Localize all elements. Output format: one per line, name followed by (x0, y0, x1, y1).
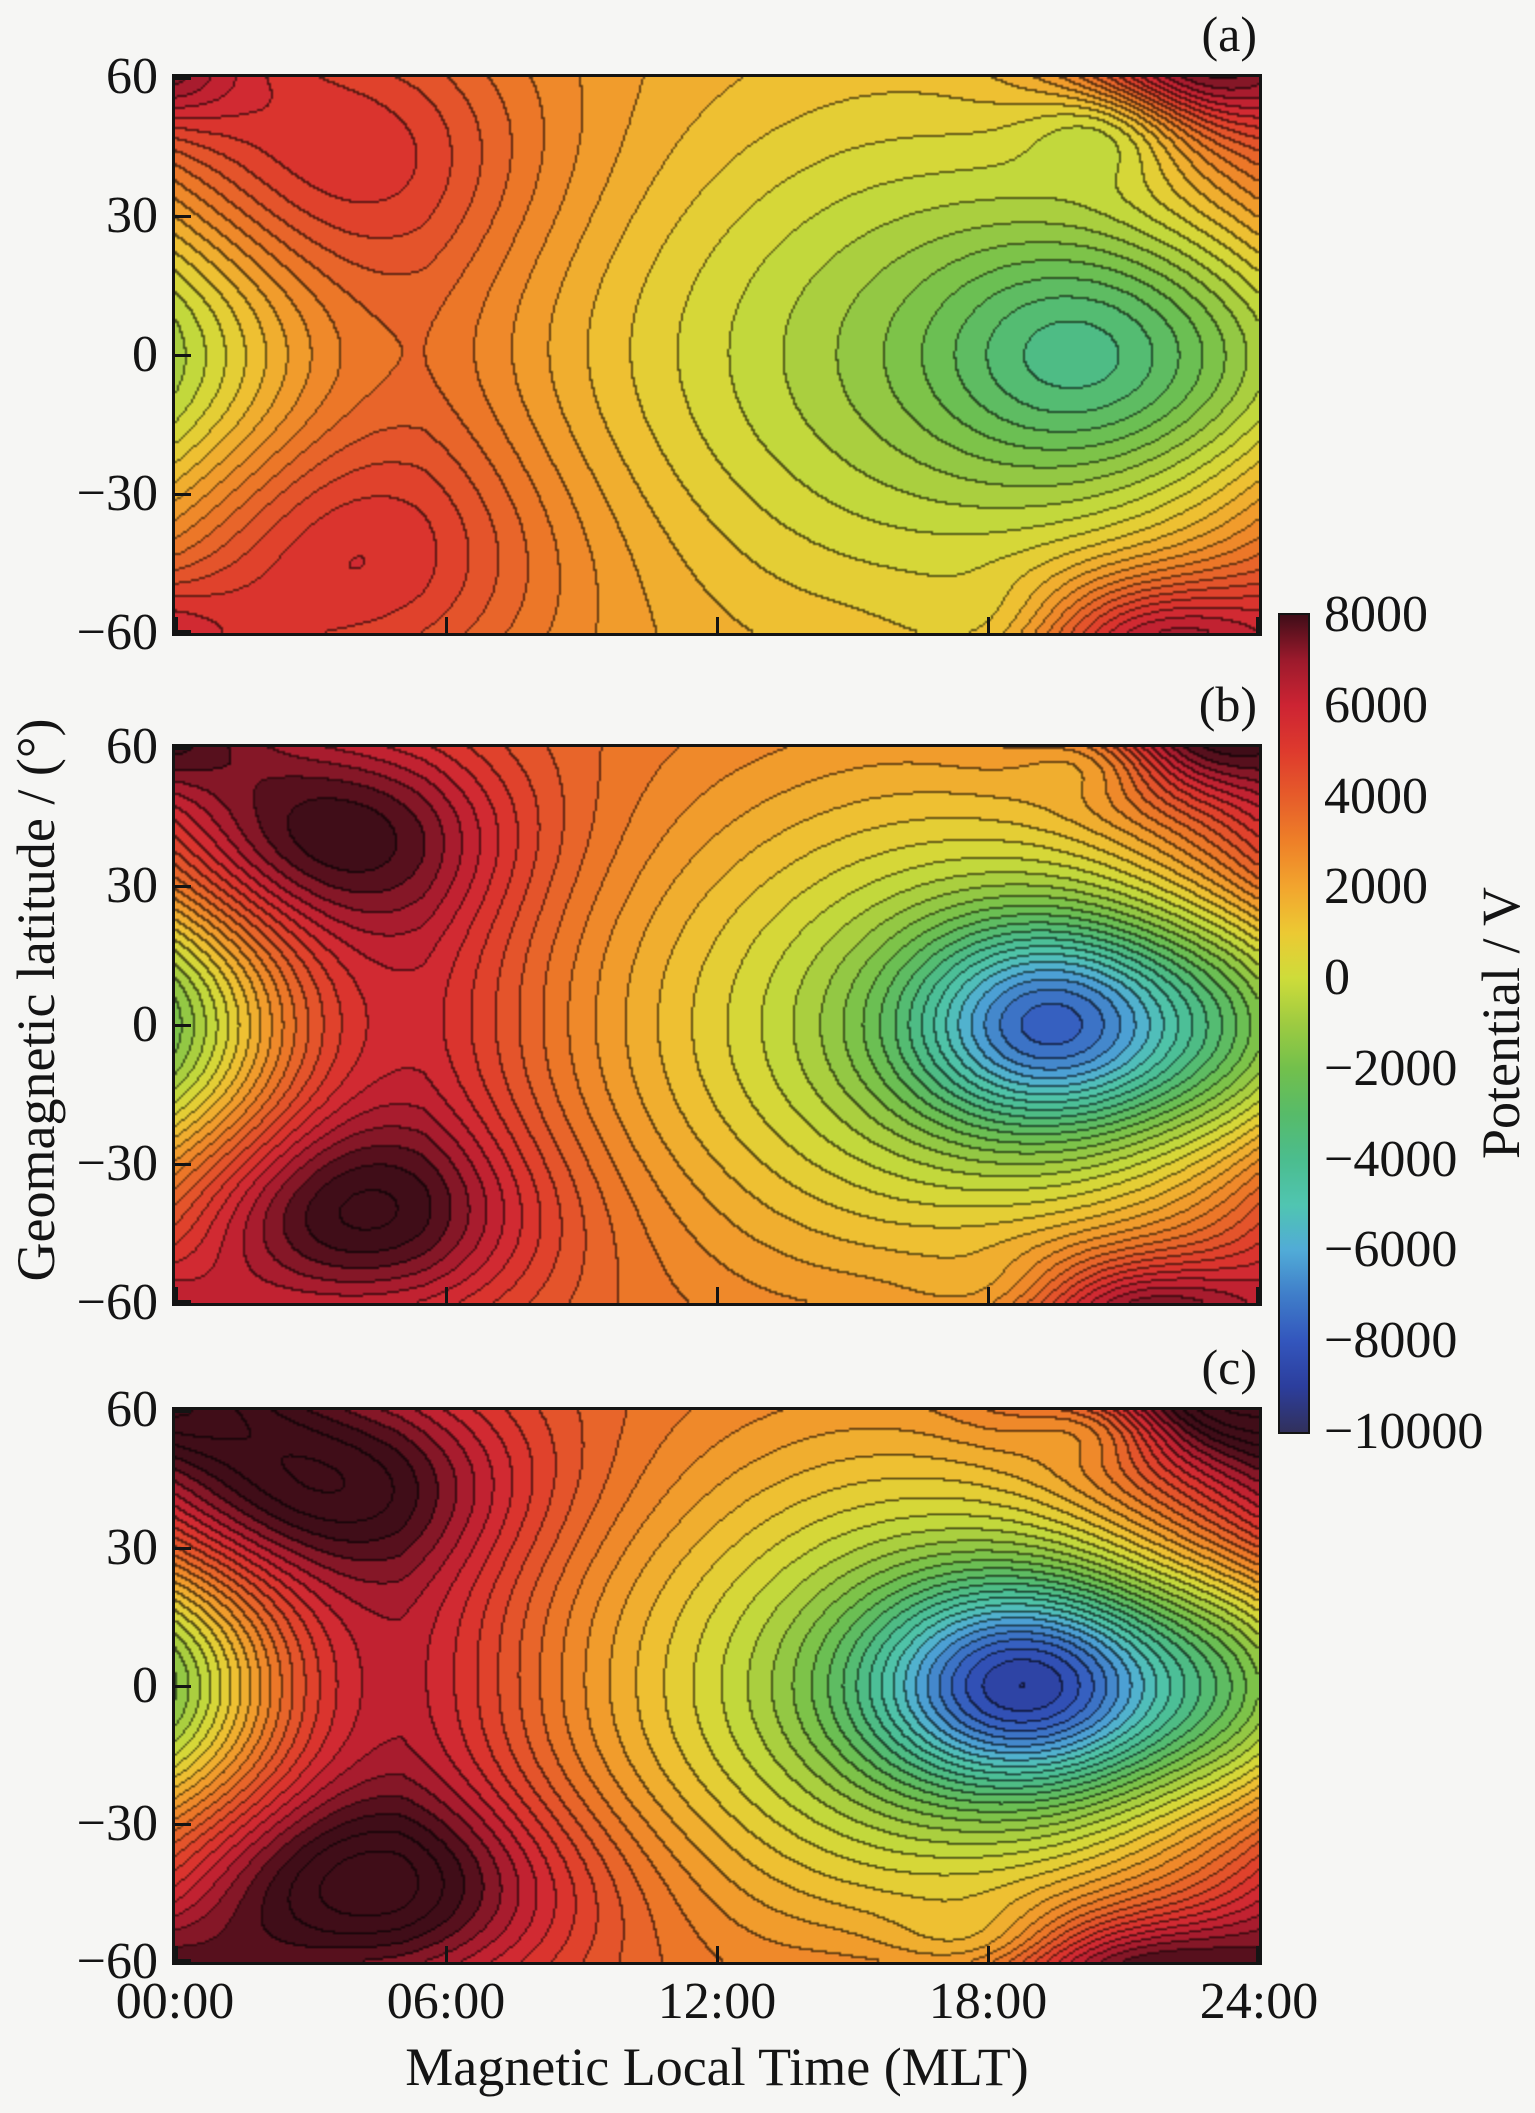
y-tick-mark (175, 885, 191, 888)
y-tick-mark (175, 1685, 191, 1688)
x-tick-label: 24:00 (1199, 1973, 1319, 2030)
x-tick-mark (175, 1946, 178, 1962)
colorbar-tick-label: −10000 (1324, 1403, 1484, 1460)
x-tick-mark (175, 1287, 178, 1303)
y-tick-mark (175, 1024, 191, 1027)
y-tick-mark (175, 747, 191, 750)
y-tick-mark (175, 1410, 191, 1413)
colorbar-tick-label: 8000 (1324, 586, 1428, 643)
contour-panel-b (172, 744, 1262, 1306)
panel-label: (b) (1198, 676, 1257, 732)
colorbar-title: Potential / V (1471, 886, 1531, 1160)
y-tick-label: −60 (76, 1274, 158, 1331)
y-tick-label: 60 (106, 718, 158, 775)
y-tick-label: 0 (132, 326, 158, 383)
colorbar-tick-label: 6000 (1324, 677, 1428, 734)
y-tick-mark (175, 1823, 191, 1826)
y-tick-label: 0 (132, 1657, 158, 1714)
y-tick-mark (175, 354, 191, 357)
y-tick-mark (175, 1163, 191, 1166)
x-tick-mark (445, 617, 448, 633)
y-tick-mark (175, 493, 191, 496)
colorbar-tick-label: −2000 (1324, 1040, 1458, 1097)
y-tick-mark (175, 77, 191, 80)
y-tick-label: 30 (106, 187, 158, 244)
colorbar-tick-label: 4000 (1324, 768, 1428, 825)
x-tick-mark (445, 1946, 448, 1962)
y-tick-label: 60 (106, 1381, 158, 1438)
x-tick-mark (987, 617, 990, 633)
y-tick-label: 30 (106, 857, 158, 914)
x-tick-label: 00:00 (115, 1973, 235, 2030)
x-tick-mark (987, 1287, 990, 1303)
panel-label: (c) (1201, 1339, 1258, 1395)
x-tick-mark (716, 1946, 719, 1962)
x-tick-label: 06:00 (386, 1973, 506, 2030)
colorbar-tick-label: 0 (1324, 949, 1350, 1006)
colorbar (1278, 613, 1310, 1434)
x-tick-mark (987, 1946, 990, 1962)
y-tick-mark (175, 215, 191, 218)
y-tick-label: 0 (132, 996, 158, 1053)
contour-panel-a (172, 74, 1262, 636)
colorbar-tick-label: −4000 (1324, 1131, 1458, 1188)
contour-field-canvas (175, 77, 1259, 633)
x-tick-mark (716, 617, 719, 633)
y-tick-label: −30 (76, 1795, 158, 1852)
panel-label: (a) (1201, 6, 1258, 62)
x-tick-mark (175, 617, 178, 633)
x-tick-mark (716, 1287, 719, 1303)
x-tick-mark (1256, 1946, 1259, 1962)
colorbar-tick-label: 2000 (1324, 858, 1428, 915)
y-tick-label: −30 (76, 1135, 158, 1192)
y-tick-label: 30 (106, 1519, 158, 1576)
y-tick-label: −30 (76, 465, 158, 522)
y-tick-mark (175, 1300, 191, 1303)
contour-field-canvas (175, 1410, 1259, 1962)
y-tick-label: −60 (76, 1933, 158, 1990)
y-tick-label: 60 (106, 48, 158, 105)
contour-panel-c (172, 1407, 1262, 1965)
contour-field-canvas (175, 747, 1259, 1303)
colorbar-tick-label: −8000 (1324, 1312, 1458, 1369)
y-tick-mark (175, 630, 191, 633)
x-tick-mark (1256, 617, 1259, 633)
y-tick-mark (175, 1547, 191, 1550)
x-tick-label: 18:00 (928, 1973, 1048, 2030)
x-tick-mark (445, 1287, 448, 1303)
x-tick-label: 12:00 (657, 1973, 777, 2030)
x-axis-title: Magnetic Local Time (MLT) (405, 2037, 1029, 2097)
y-tick-label: −60 (76, 604, 158, 661)
colorbar-tick-label: −6000 (1324, 1221, 1458, 1278)
x-tick-mark (1256, 1287, 1259, 1303)
y-tick-mark (175, 1959, 191, 1962)
